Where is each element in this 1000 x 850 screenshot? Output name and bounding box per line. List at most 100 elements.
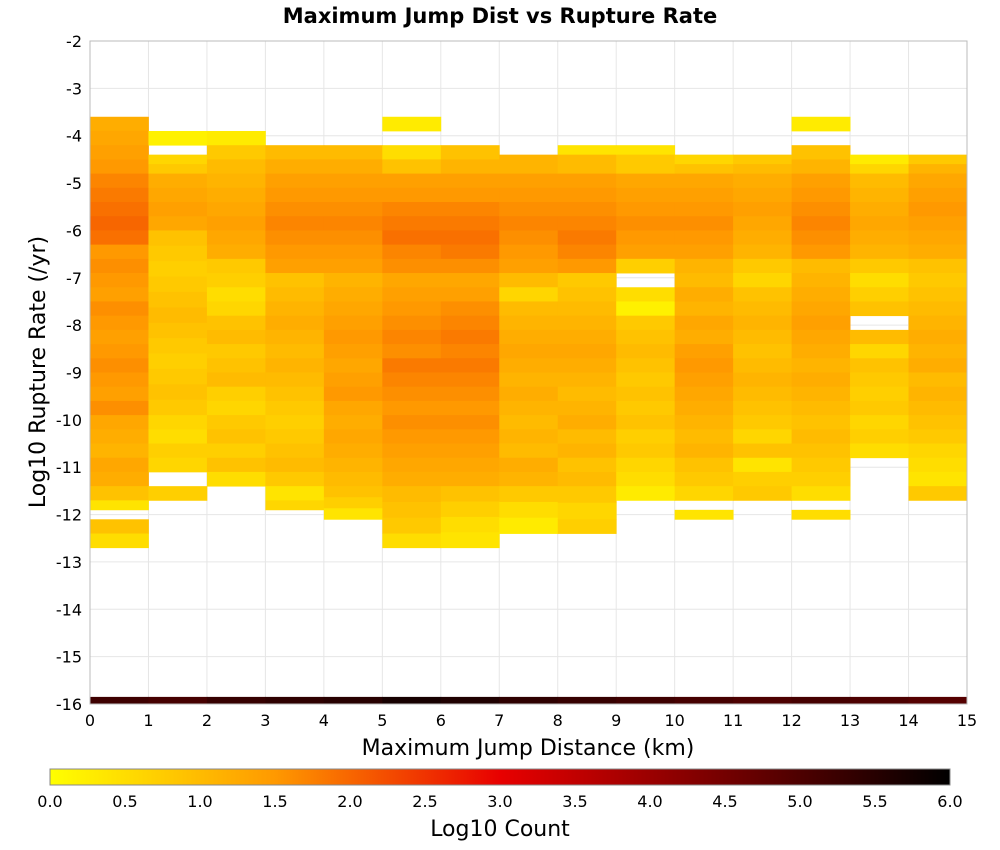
heatmap-cell (499, 372, 559, 388)
heatmap-cell (791, 145, 851, 160)
heatmap-cell (90, 443, 149, 459)
y-tick-label: -12 (56, 506, 82, 525)
heatmap-cell (499, 457, 559, 473)
colorbar-tick-label: 2.5 (412, 792, 437, 811)
heatmap-cell (440, 429, 500, 444)
heatmap-cell (733, 216, 792, 231)
heatmap-cell (850, 173, 909, 189)
heatmap-cell (206, 429, 266, 444)
heatmap-cell (265, 159, 325, 174)
heatmap-cell (323, 358, 383, 373)
heatmap-cell (90, 159, 149, 174)
heatmap-cell (206, 315, 266, 331)
heatmap-cell (791, 415, 851, 430)
heatmap-cell (323, 415, 383, 430)
heatmap-cell (733, 164, 792, 174)
heatmap-cell (791, 429, 851, 444)
x-tick-label: 15 (957, 711, 977, 730)
heatmap-cell (206, 301, 266, 317)
heatmap-cell (499, 315, 559, 331)
y-tick-label: -8 (66, 316, 82, 335)
heatmap-cell (850, 358, 909, 373)
heatmap-cell (90, 533, 149, 549)
heatmap-cell (908, 287, 968, 302)
x-tick-label: 11 (723, 711, 743, 730)
colorbar-tick-label: 6.0 (937, 792, 962, 811)
heatmap-cell (323, 443, 383, 459)
heatmap-cell (440, 230, 500, 246)
heatmap-cell (908, 301, 968, 317)
y-tick-label: -9 (66, 364, 82, 383)
heatmap-cell (440, 501, 500, 518)
heatmap-cell (148, 353, 208, 370)
heatmap-cell (616, 415, 676, 430)
x-tick-label: 9 (611, 711, 621, 730)
colorbar-ticks: 0.0 0.5 1.0 1.5 2.0 2.5 3.0 3.5 4.0 4.5 5.0 5.5 6.0 (37, 792, 962, 811)
heatmap-cell (557, 258, 617, 274)
heatmap-cell (440, 258, 500, 274)
heatmap-cell (382, 301, 442, 317)
heatmap-cell (674, 457, 734, 473)
heatmap-cell (616, 344, 676, 359)
heatmap-cell (148, 216, 208, 231)
heatmap-cell (90, 301, 149, 317)
heatmap-cell (674, 372, 734, 388)
heatmap-cell (733, 230, 792, 246)
heatmap-cell (148, 307, 208, 324)
heatmap-cell (557, 696, 617, 704)
heatmap-cell (791, 301, 851, 317)
heatmap-cell (616, 386, 676, 402)
heatmap-cell (440, 159, 500, 174)
heatmap-cell (557, 216, 617, 231)
heatmap-cell (557, 244, 617, 260)
heatmap-cell (90, 519, 149, 534)
heatmap-cell (90, 273, 149, 288)
heatmap-cell (674, 258, 734, 274)
heatmap-cell (206, 130, 266, 146)
heatmap-cell (265, 344, 325, 359)
colorbar (49, 768, 951, 786)
heatmap-cell (382, 443, 442, 459)
y-tick-label: -15 (56, 648, 82, 667)
heatmap-cell (265, 273, 325, 288)
heatmap-cell (499, 187, 559, 203)
heatmap-cell (206, 244, 266, 260)
heatmap-cell (616, 301, 676, 317)
heatmap-cell (440, 400, 500, 416)
heatmap-cell (616, 457, 676, 473)
heatmap-cell (908, 154, 968, 165)
heatmap-cell (323, 457, 383, 473)
heatmap-cell (148, 154, 208, 165)
heatmap-cell (90, 386, 149, 402)
y-tick-label: -10 (56, 411, 82, 430)
heatmap-cell (616, 216, 676, 231)
heatmap-cell (908, 443, 968, 459)
heatmap-cell (557, 287, 617, 302)
heatmap-cell (148, 384, 208, 401)
heatmap-cell (323, 344, 383, 359)
heatmap-cell (206, 273, 266, 288)
heatmap-cell (557, 329, 617, 345)
heatmap-cell (323, 258, 383, 274)
heatmap-cell (265, 471, 325, 487)
heatmap-cell (908, 216, 968, 231)
heatmap-cell (323, 301, 383, 317)
heatmap-cell (323, 429, 383, 444)
heatmap-cell (440, 173, 500, 189)
heatmap-cell (440, 202, 500, 217)
heatmap-cell (791, 216, 851, 231)
y-tick-label: -7 (66, 269, 82, 288)
colorbar-tick-label: 3.5 (562, 792, 587, 811)
heatmap-cell (382, 533, 442, 549)
heatmap-cell (148, 457, 208, 473)
heatmap-cell (440, 344, 500, 359)
heatmap-cell (265, 372, 325, 388)
heatmap-cell (674, 471, 734, 487)
heatmap-cell (557, 415, 617, 430)
heatmap-cell (616, 287, 676, 302)
heatmap-cell (791, 696, 851, 704)
heatmap-cell (440, 532, 500, 549)
heatmap-cell (850, 344, 909, 359)
heatmap-cell (90, 329, 149, 345)
heatmap-cell (908, 173, 968, 189)
